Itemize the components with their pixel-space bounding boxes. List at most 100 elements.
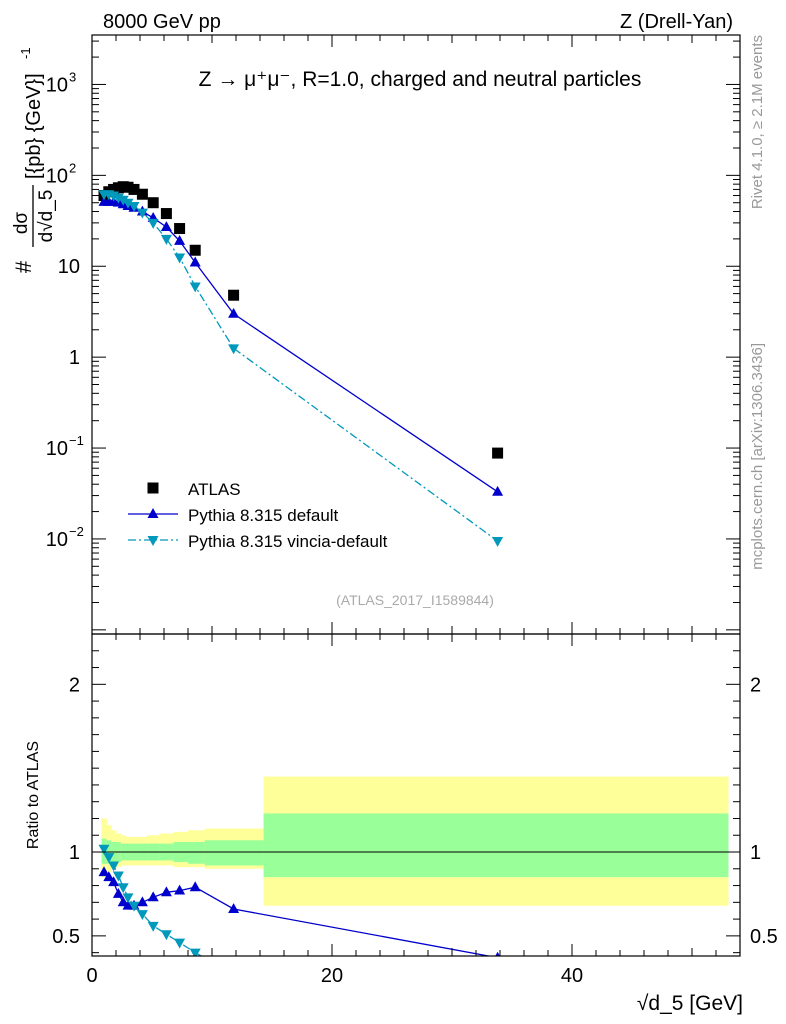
ratio-1-point-7	[136, 910, 148, 921]
legend-marker-1	[147, 508, 159, 518]
ratio-1-point-2	[108, 861, 120, 872]
y-tick-label-5: 10 −2	[46, 524, 84, 551]
legend-entry-1: Pythia 8.315 default	[128, 506, 339, 525]
series-1-point-9	[160, 221, 172, 231]
chart-title: Z → μ⁺μ⁻, R=1.0, charged and neutral par…	[199, 68, 642, 91]
y-tick-label-0: 10 3	[46, 69, 76, 96]
series-0-point-12	[228, 289, 240, 301]
ratio-series-1	[98, 844, 503, 1007]
ratio-ytick-label-right-0: 0.5	[750, 926, 778, 948]
series-2-point-8	[147, 218, 159, 229]
ratio-1-point-10	[174, 938, 186, 949]
y-tick-label-exp-1: 2	[69, 160, 76, 175]
series-2-point-7	[136, 208, 148, 219]
y-tick-label-1: 10 2	[46, 160, 76, 187]
rivet-version-label: Rivet 4.1.0, ≥ 2.1M events	[749, 35, 766, 209]
ratio-1-point-5	[122, 893, 134, 904]
series-2-point-9	[160, 234, 172, 245]
ratio-ytick-label-right-1: 1	[750, 842, 761, 864]
header-left: 8000 GeV pp	[103, 11, 221, 33]
y-label-numerator: dσ	[11, 212, 32, 235]
y-tick-label-3: 1	[69, 347, 80, 369]
series-2-point-10	[174, 253, 186, 264]
y-label-units: [{pb} {GeV}]	[23, 73, 45, 179]
series-1-point-13	[492, 485, 504, 496]
series-0-point-5	[122, 181, 134, 193]
legend-entry-2: Pythia 8.315 vincia-default	[128, 532, 388, 551]
ratio-ytick-label-left-1: 1	[69, 842, 80, 864]
y-label-exponent: -1	[18, 47, 33, 59]
series-2-point-11	[189, 282, 201, 293]
series-0-point-13	[492, 447, 504, 459]
ratio-0-point-0	[98, 866, 110, 877]
y-tick-label-base-0: 10	[46, 74, 68, 96]
series-2	[98, 190, 504, 547]
ratio-0-point-10	[174, 884, 186, 895]
x-tick-label-2: 40	[561, 965, 583, 987]
y-tick-label-base-4: 10	[46, 438, 68, 460]
ratio-uncertainty-bands	[101, 776, 729, 906]
series-0-point-9	[160, 208, 172, 220]
ratio-1-point-9	[160, 930, 172, 941]
ratio-1-point-12	[228, 970, 239, 980]
ratio-ytick-label-right-2: 2	[750, 674, 761, 696]
y-label-denominator: d√d_5	[36, 190, 57, 243]
stat-uncertainty-band-11	[188, 841, 206, 864]
ratio-0-point-2	[108, 876, 120, 887]
ratio-1-point-13	[492, 997, 503, 1007]
y-tick-label-2: 10	[58, 256, 80, 278]
stat-uncertainty-band-13	[263, 813, 729, 878]
ratio-0-point-12	[228, 903, 240, 914]
legend: ATLAS Pythia 8.315 default Pythia 8.315 vi…	[128, 480, 388, 551]
ratio-0-point-13	[495, 951, 500, 956]
x-tick-label-0: 0	[86, 965, 97, 987]
ratio-0-point-11	[189, 881, 201, 892]
ratio-series-layer	[98, 844, 503, 1007]
y-tick-label-exp-0: 3	[69, 69, 76, 84]
y-tick-label-base-2: 10	[58, 256, 80, 278]
series-2-point-13	[492, 537, 504, 547]
ratio-0-point-1	[103, 871, 115, 882]
ratio-0-point-9	[160, 886, 172, 897]
y-tick-label-base-5: 10	[46, 529, 68, 551]
ratio-1-point-6	[128, 901, 140, 912]
ratio-1-point-3	[112, 871, 124, 882]
ratio-ytick-label-left-2: 2	[69, 674, 80, 696]
ratio-1-point-8	[147, 921, 159, 932]
series-2-point-12	[228, 344, 240, 355]
ratio-0-point-7	[136, 896, 148, 907]
series-2-point-6	[128, 202, 140, 212]
y-tick-label-exp-5: −2	[69, 524, 84, 539]
y-axis-label: # dσ d√d_5 [{pb} {GeV}] -1	[11, 47, 57, 273]
y-label-hash: #	[11, 260, 36, 273]
series-0-point-7	[136, 188, 148, 200]
legend-label-0: ATLAS	[188, 480, 241, 499]
x-tick-label-1: 20	[321, 965, 343, 987]
series-2-point-5	[122, 198, 134, 209]
y-tick-label-exp-4: −1	[69, 433, 84, 448]
analysis-id-label: (ATLAS_2017_I1589844)	[336, 592, 494, 608]
ratio-1-point-4	[117, 883, 129, 894]
ratio-0-point-3	[112, 888, 124, 898]
series-1-point-10	[174, 234, 186, 245]
ratio-1-point-1	[103, 853, 115, 863]
x-axis-label: √d_5 [GeV]	[637, 992, 743, 1015]
legend-label-1: Pythia 8.315 default	[188, 506, 339, 525]
ratio-1-point-0	[98, 844, 110, 855]
header-right: Z (Drell-Yan)	[620, 11, 733, 33]
series-1	[98, 195, 504, 496]
series-0-point-6	[128, 183, 140, 195]
main-series-layer	[98, 181, 504, 547]
ratio-y-axis-label: Ratio to ATLAS	[25, 741, 42, 849]
ratio-panel-frame	[91, 633, 741, 957]
legend-entry-0: ATLAS	[147, 480, 241, 499]
y-tick-label-4: 10 −1	[46, 433, 84, 460]
mcplots-label: mcplots.cern.ch [arXiv:1306.3436]	[749, 343, 766, 570]
y-tick-label-base-3: 1	[69, 347, 80, 369]
series-line-2	[104, 193, 498, 542]
series-0-point-11	[189, 244, 201, 256]
legend-marker-0	[147, 482, 159, 494]
legend-marker-2	[147, 536, 159, 546]
